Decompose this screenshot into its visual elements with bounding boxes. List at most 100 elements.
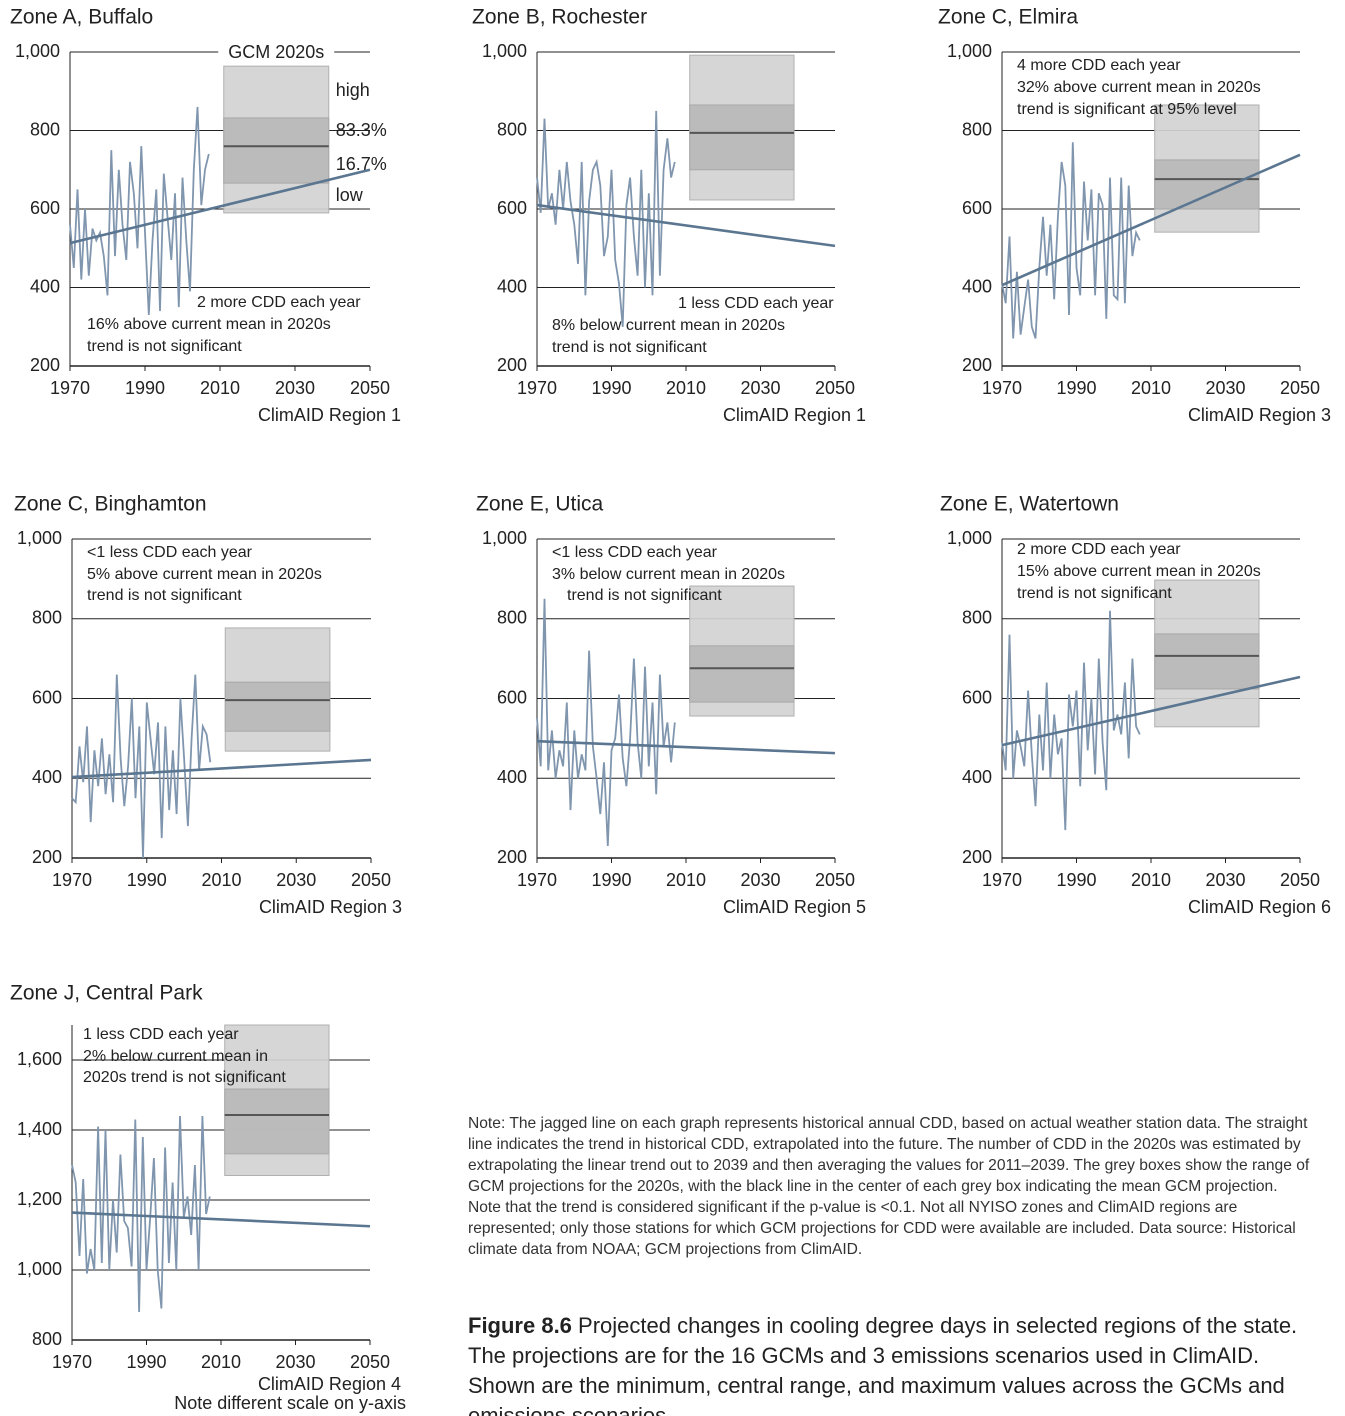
gcm-central-range (1154, 159, 1260, 210)
trend-line (536, 203, 836, 248)
gcm-central-range (1154, 633, 1260, 690)
x-tick-label: 1970 (517, 870, 557, 890)
annotation: 32% above current mean in 2020s (1017, 79, 1261, 96)
gcm-central-range (689, 104, 795, 171)
historical-line (69, 106, 210, 316)
annotation: <1 less CDD each year (87, 544, 253, 561)
y-tick-label: 400 (497, 767, 527, 787)
y-tick-label: 600 (962, 687, 992, 707)
y-tick-label: 400 (30, 276, 60, 296)
scale-note: Note different scale on y-axis (174, 1393, 406, 1413)
y-tick-label: 200 (32, 847, 62, 867)
caption-label: Figure 8.6 (468, 1313, 572, 1338)
label-background (218, 42, 335, 62)
x-tick-label: 1990 (125, 378, 165, 398)
y-tick-label: 400 (32, 767, 62, 787)
y-tick-label: 800 (30, 119, 60, 139)
y-tick-label: 800 (497, 608, 527, 628)
y-tick-label: 1,000 (17, 1259, 62, 1279)
annotation: trend is not significant (552, 339, 707, 356)
historical-line (536, 598, 676, 847)
annotation: 4 more CDD each year (1017, 57, 1181, 74)
region-label: ClimAID Region 1 (723, 405, 866, 425)
annotation: 8% below current mean in 2020s (552, 317, 785, 334)
y-tick-label: 800 (497, 119, 527, 139)
x-tick-label: 2050 (351, 870, 391, 890)
x-tick-label: 2010 (201, 870, 241, 890)
y-tick-label: 600 (962, 198, 992, 218)
y-tick-label: 400 (962, 767, 992, 787)
trend-line (536, 739, 836, 755)
y-tick-label: 1,400 (17, 1119, 62, 1139)
x-tick-label: 2030 (1205, 870, 1245, 890)
x-tick-label: 2030 (275, 378, 315, 398)
caption: Figure 8.6 Projected changes in cooling … (468, 1311, 1318, 1416)
x-tick-label: 1990 (126, 1352, 166, 1372)
box-label: low (336, 185, 364, 205)
region-label: ClimAID Region 3 (1188, 405, 1331, 425)
x-tick-label: 2030 (740, 378, 780, 398)
box-label: GCM 2020s (228, 42, 324, 62)
x-tick-label: 2050 (1280, 378, 1320, 398)
y-tick-label: 800 (32, 608, 62, 628)
chart-title: Zone C, Binghamton (14, 493, 207, 516)
y-tick-label: 200 (30, 355, 60, 375)
gcm-central-range (223, 117, 330, 184)
box-label: 83.3% (336, 120, 387, 140)
chart-title: Zone C, Elmira (938, 6, 1078, 29)
x-tick-label: 1970 (52, 1352, 92, 1372)
x-tick-label: 2010 (200, 378, 240, 398)
gcm-central-range (224, 681, 331, 732)
x-tick-label: 1990 (591, 378, 631, 398)
annotation: 2020s trend is not significant (83, 1069, 286, 1086)
x-tick-label: 1970 (982, 870, 1022, 890)
y-tick-label: 200 (497, 847, 527, 867)
chart-title: Zone E, Watertown (940, 493, 1119, 516)
y-tick-label: 400 (962, 276, 992, 296)
x-tick-label: 1970 (52, 870, 92, 890)
y-tick-label: 600 (497, 198, 527, 218)
x-tick-label: 1990 (1056, 378, 1096, 398)
annotation: 2% below current mean in (83, 1048, 268, 1065)
annotation: 1 less CDD each year (83, 1026, 239, 1043)
region-label: ClimAID Region 4 (258, 1374, 401, 1394)
gcm-central-range (224, 1088, 330, 1155)
trend-line (71, 1211, 371, 1228)
gcm-central-range (689, 645, 795, 703)
chart-title: Zone J, Central Park (10, 982, 203, 1005)
y-tick-label: 1,000 (482, 41, 527, 61)
annotation: <1 less CDD each year (552, 544, 718, 561)
historical-line (71, 1115, 211, 1313)
historical-line (1001, 610, 1141, 831)
y-tick-label: 1,000 (947, 528, 992, 548)
annotation: 1 less CDD each year (678, 295, 834, 312)
note: Note: The jagged line on each graph repr… (468, 1115, 1310, 1258)
region-label: ClimAID Region 6 (1188, 897, 1331, 917)
x-tick-label: 2050 (1280, 870, 1320, 890)
caption-text: Projected changes in cooling degree days… (468, 1313, 1298, 1416)
y-tick-label: 200 (962, 355, 992, 375)
historical-line (536, 110, 676, 327)
x-tick-label: 1970 (50, 378, 90, 398)
x-tick-label: 2050 (815, 870, 855, 890)
chart-title: Zone E, Utica (476, 493, 604, 516)
y-tick-label: 200 (497, 355, 527, 375)
y-tick-label: 400 (497, 276, 527, 296)
x-tick-label: 2010 (1131, 378, 1171, 398)
y-tick-label: 1,600 (17, 1049, 62, 1069)
y-tick-label: 800 (962, 608, 992, 628)
x-tick-label: 2030 (1205, 378, 1245, 398)
annotation: trend is not significant (1017, 585, 1172, 602)
x-tick-label: 2030 (276, 870, 316, 890)
y-tick-label: 600 (30, 198, 60, 218)
annotation: 5% above current mean in 2020s (87, 566, 322, 583)
x-tick-label: 1990 (1056, 870, 1096, 890)
annotation: 2 more CDD each year (1017, 541, 1181, 558)
trend-line (1001, 675, 1301, 747)
y-tick-label: 600 (32, 687, 62, 707)
annotation: trend is not significant (567, 587, 722, 604)
x-tick-label: 2050 (350, 378, 390, 398)
x-tick-label: 2010 (201, 1352, 241, 1372)
chart-title: Zone A, Buffalo (10, 6, 153, 29)
